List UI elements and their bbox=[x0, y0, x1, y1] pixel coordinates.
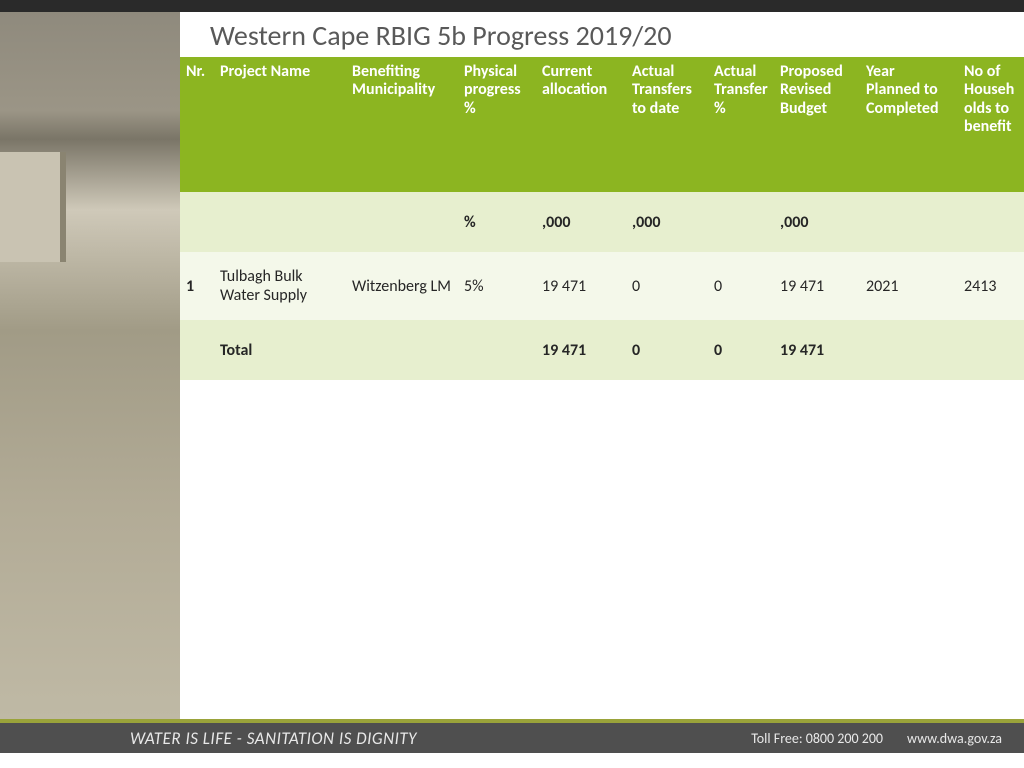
total-transferpct: 0 bbox=[708, 320, 774, 380]
units-row: % ,000 ,000 ,000 bbox=[180, 192, 1024, 252]
total-blank bbox=[860, 320, 958, 380]
col-revised: Proposed Revised Budget bbox=[774, 57, 860, 192]
total-label: Total bbox=[214, 320, 346, 380]
footer-tagline: WATER IS LIFE - SANITATION IS DIGNITY bbox=[130, 728, 417, 749]
total-row: Total 19 471 0 0 19 471 bbox=[180, 320, 1024, 380]
page-title: Western Cape RBIG 5b Progress 2019/20 bbox=[180, 12, 1024, 57]
col-transferpct: Actual Transfer% bbox=[708, 57, 774, 192]
col-households: No of Households to benefit bbox=[958, 57, 1024, 192]
cell-nr: 1 bbox=[180, 252, 214, 320]
left-photo-strip bbox=[0, 12, 180, 719]
unit-cell bbox=[180, 192, 214, 252]
cell-municipality: Witzenberg LM bbox=[346, 252, 458, 320]
col-municipality: Benefiting Municipality bbox=[346, 57, 458, 192]
progress-table: Nr. Project Name Benefiting Municipality… bbox=[180, 57, 1024, 380]
total-blank bbox=[346, 320, 458, 380]
total-allocation: 19 471 bbox=[536, 320, 626, 380]
total-blank bbox=[958, 320, 1024, 380]
cell-project: Tulbagh Bulk Water Supply bbox=[214, 252, 346, 320]
unit-cell: ,000 bbox=[626, 192, 708, 252]
footer-right: Toll Free: 0800 200 200 www.dwa.gov.za bbox=[751, 730, 1002, 747]
total-blank bbox=[180, 320, 214, 380]
total-revised: 19 471 bbox=[774, 320, 860, 380]
unit-cell bbox=[708, 192, 774, 252]
col-transfers: Actual Transfers to date bbox=[626, 57, 708, 192]
unit-cell bbox=[214, 192, 346, 252]
col-project: Project Name bbox=[214, 57, 346, 192]
unit-cell bbox=[958, 192, 1024, 252]
col-year: Year Planned to Completed bbox=[860, 57, 958, 192]
col-progress: Physical progress % bbox=[458, 57, 536, 192]
cell-revised: 19 471 bbox=[774, 252, 860, 320]
unit-cell bbox=[346, 192, 458, 252]
footer-toll: Toll Free: 0800 200 200 bbox=[751, 730, 883, 747]
top-black-bar bbox=[0, 0, 1024, 12]
unit-cell bbox=[860, 192, 958, 252]
table-row: 1 Tulbagh Bulk Water Supply Witzenberg L… bbox=[180, 252, 1024, 320]
unit-cell: % bbox=[458, 192, 536, 252]
toll-number: 0800 200 200 bbox=[806, 730, 883, 747]
footer-url: www.dwa.gov.za bbox=[907, 730, 1002, 747]
col-allocation: Current allocation bbox=[536, 57, 626, 192]
toll-label: Toll Free: bbox=[751, 730, 802, 747]
cell-transfers: 0 bbox=[626, 252, 708, 320]
total-blank bbox=[458, 320, 536, 380]
cell-progress: 5% bbox=[458, 252, 536, 320]
cell-year: 2021 bbox=[860, 252, 958, 320]
total-transfers: 0 bbox=[626, 320, 708, 380]
footer-bar: WATER IS LIFE - SANITATION IS DIGNITY To… bbox=[0, 723, 1024, 753]
table-header-row: Nr. Project Name Benefiting Municipality… bbox=[180, 57, 1024, 192]
slide: Western Cape RBIG 5b Progress 2019/20 Nr… bbox=[0, 0, 1024, 768]
footer-below bbox=[0, 753, 1024, 768]
col-nr: Nr. bbox=[180, 57, 214, 192]
content-area: Western Cape RBIG 5b Progress 2019/20 Nr… bbox=[180, 12, 1024, 719]
unit-cell: ,000 bbox=[774, 192, 860, 252]
unit-cell: ,000 bbox=[536, 192, 626, 252]
cell-allocation: 19 471 bbox=[536, 252, 626, 320]
cell-households: 2413 bbox=[958, 252, 1024, 320]
cell-transferpct: 0 bbox=[708, 252, 774, 320]
footer: WATER IS LIFE - SANITATION IS DIGNITY To… bbox=[0, 719, 1024, 768]
